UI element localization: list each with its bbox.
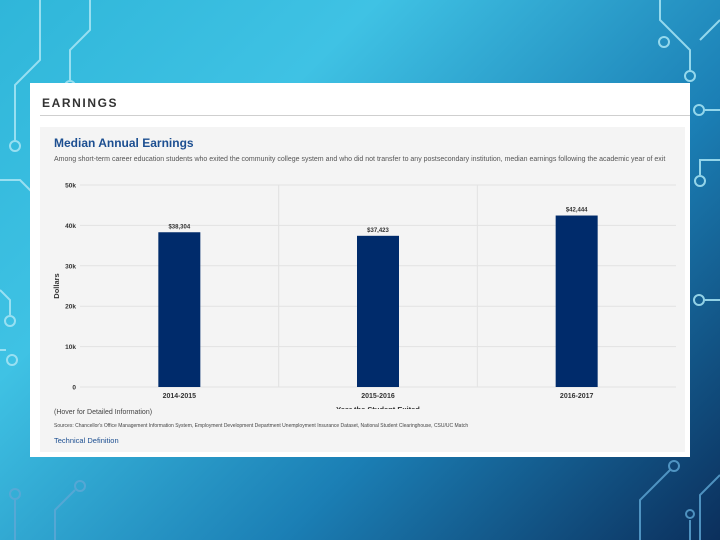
bar — [158, 232, 201, 387]
chart-title: Median Annual Earnings — [54, 136, 194, 150]
bar — [357, 235, 399, 387]
bar-chart: 0 10k 20k 30k 40k 50k $38,304 2014-2015 $37,423 2… — [52, 183, 676, 409]
y-axis-title: Dollars — [52, 273, 61, 298]
y-tick-label: 10k — [65, 344, 76, 351]
x-axis-title: Year the Student Exited — [336, 405, 420, 409]
y-tick-label: 40k — [65, 223, 76, 230]
hover-note: (Hover for Detailed Information) — [54, 409, 153, 416]
y-tick-label: 50k — [65, 183, 76, 190]
x-tick-label: 2016-2017 — [560, 393, 594, 400]
bar-data-label: $38,304 — [168, 224, 190, 230]
source-note: Sources: Chancellor's Office Management … — [54, 423, 469, 429]
y-tick-label: 30k — [65, 263, 76, 270]
chart-subtitle: Among short-term career education studen… — [54, 156, 666, 163]
earnings-card: EARNINGS Median Annual Earnings Among sh… — [30, 83, 690, 457]
bar-data-label: $37,423 — [367, 228, 389, 234]
bar-data-label: $42,444 — [566, 208, 588, 214]
x-tick-label: 2014-2015 — [163, 393, 197, 400]
bar — [555, 215, 598, 387]
y-tick-label: 0 — [72, 385, 76, 392]
x-tick-label: 2015-2016 — [361, 393, 395, 400]
technical-definition-link[interactable]: Technical Definition — [54, 436, 119, 445]
section-divider — [40, 115, 690, 116]
section-title: EARNINGS — [42, 96, 119, 110]
y-tick-label: 20k — [65, 304, 76, 311]
chart-panel: Median Annual Earnings Among short-term … — [40, 127, 685, 452]
